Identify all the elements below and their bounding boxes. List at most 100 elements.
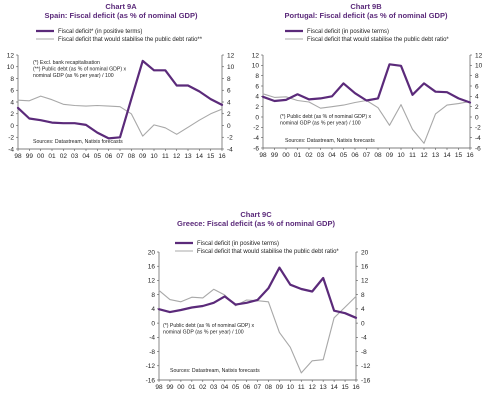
chart-title: Chart 9C: [240, 210, 272, 219]
x-tick-label: 13: [432, 152, 440, 159]
x-tick-label: 00: [37, 153, 45, 160]
legend-label: Fiscal deficit* (in positive terms): [58, 29, 142, 35]
y-tick-label-left: 4: [151, 306, 155, 313]
x-tick-label: 10: [287, 384, 295, 391]
chart-subtitle: Portugal: Fiscal deficit (as % of nomina…: [285, 11, 448, 20]
y-tick-label-right: 10: [227, 64, 235, 71]
x-tick-label: 12: [309, 384, 317, 391]
x-tick-label: 07: [254, 384, 262, 391]
x-tick-label: 07: [363, 152, 371, 159]
x-tick-label: 00: [282, 152, 290, 159]
y-tick-label-left: 0: [151, 320, 155, 327]
x-tick-label: 11: [409, 152, 416, 159]
x-tick-label: 03: [210, 384, 218, 391]
x-tick-label: 06: [351, 152, 359, 159]
x-tick-label: 02: [60, 153, 68, 160]
y-tick-label-left: 12: [7, 52, 15, 59]
y-tick-label-right: -4: [361, 335, 367, 342]
x-tick-label: 09: [386, 152, 394, 159]
y-tick-label-right: 6: [227, 88, 231, 95]
y-tick-label-right: 8: [227, 76, 231, 83]
y-tick-label-right: -8: [361, 349, 367, 356]
y-tick-label-left: 6: [10, 88, 14, 95]
y-tick-label-left: 12: [148, 278, 156, 285]
y-tick-label-right: 12: [475, 52, 483, 59]
x-tick-label: 99: [166, 384, 174, 391]
x-tick-label: 01: [294, 152, 302, 159]
x-tick-label: 98: [14, 153, 22, 160]
y-tick-label-right: 16: [361, 264, 369, 271]
y-tick-label-left: -16: [146, 377, 156, 384]
x-tick-label: 09: [276, 384, 284, 391]
x-tick-label: 02: [305, 152, 313, 159]
x-tick-label: 16: [466, 152, 474, 159]
series-line-fiscal-deficit: [157, 266, 358, 319]
x-tick-label: 04: [82, 153, 90, 160]
chart-note: (**) Public debt (as % of nominal GDP) x: [33, 67, 127, 73]
y-tick-label-left: 10: [7, 64, 15, 71]
chart-note: nominal GDP (as % per year) / 100: [33, 73, 114, 79]
x-tick-label: 14: [330, 384, 338, 391]
legend-label: Fiscal deficit that would stabilise the …: [197, 249, 339, 255]
chart-source: Sources: Datastream, Natixis forecasts: [170, 368, 260, 374]
y-tick-label-right: 2: [475, 104, 479, 111]
y-tick-label-left: 8: [255, 73, 259, 80]
y-tick-label-left: 2: [10, 111, 14, 118]
y-tick-label-right: -6: [475, 145, 481, 152]
x-tick-label: 10: [150, 153, 158, 160]
y-tick-label-left: 4: [10, 99, 14, 106]
y-tick-label-right: 4: [475, 94, 479, 101]
y-tick-label-right: 0: [361, 320, 365, 327]
y-tick-label-left: 0: [255, 114, 259, 121]
y-tick-label-right: 2: [227, 111, 231, 118]
chart-note: (*) Public debt (as % of nominal GDP) x: [280, 114, 372, 120]
x-tick-label: 06: [243, 384, 251, 391]
y-tick-label-right: 0: [227, 123, 231, 130]
x-tick-label: 11: [298, 384, 305, 391]
x-tick-label: 08: [374, 152, 382, 159]
x-tick-label: 05: [94, 153, 102, 160]
x-tick-label: 98: [155, 384, 163, 391]
x-tick-label: 99: [271, 152, 279, 159]
y-tick-label-left: -4: [8, 146, 14, 153]
x-tick-label: 13: [184, 153, 192, 160]
y-tick-label-left: 12: [252, 52, 260, 59]
x-tick-label: 15: [207, 153, 215, 160]
y-tick-label-left: 4: [255, 94, 259, 101]
y-tick-label-right: 10: [475, 63, 483, 70]
x-tick-label: 00: [177, 384, 185, 391]
x-tick-label: 07: [116, 153, 124, 160]
y-tick-label-right: -2: [227, 135, 233, 142]
y-tick-label-right: 4: [361, 306, 365, 313]
y-tick-label-left: 0: [10, 123, 14, 130]
y-tick-label-left: -2: [8, 135, 14, 142]
y-tick-label-right: 4: [227, 99, 231, 106]
x-tick-label: 05: [340, 152, 348, 159]
y-tick-label-left: 8: [10, 76, 14, 83]
x-tick-label: 11: [162, 153, 169, 160]
chart-subtitle: Greece: Fiscal deficit (as % of nominal …: [177, 219, 335, 228]
legend: Fiscal deficit (in positive terms) Fiscal…: [175, 241, 339, 255]
x-tick-label: 15: [341, 384, 349, 391]
chart-subtitle: Spain: Fiscal deficit (as % of nominal G…: [45, 11, 198, 20]
y-tick-label-left: -6: [253, 145, 259, 152]
legend: Fiscal deficit* (in positive terms) Fisca…: [36, 29, 203, 43]
legend-label: Fiscal deficit that would stabilise the …: [307, 37, 449, 43]
x-tick-label: 14: [196, 153, 204, 160]
y-tick-label-right: 6: [475, 83, 479, 90]
x-tick-label: 06: [105, 153, 113, 160]
x-tick-label: 12: [420, 152, 428, 159]
chart-note: nominal GDP (as % per year) / 100: [163, 330, 244, 336]
x-tick-label: 14: [443, 152, 451, 159]
legend-label: Fiscal deficit that would stabilise the …: [58, 37, 203, 43]
x-tick-label: 05: [232, 384, 240, 391]
x-tick-label: 08: [265, 384, 273, 391]
y-tick-label-left: 16: [148, 264, 156, 271]
x-tick-label: 01: [188, 384, 196, 391]
y-tick-label-left: -12: [146, 363, 156, 370]
x-tick-label: 03: [71, 153, 79, 160]
chart-title: Chart 9A: [105, 2, 137, 11]
